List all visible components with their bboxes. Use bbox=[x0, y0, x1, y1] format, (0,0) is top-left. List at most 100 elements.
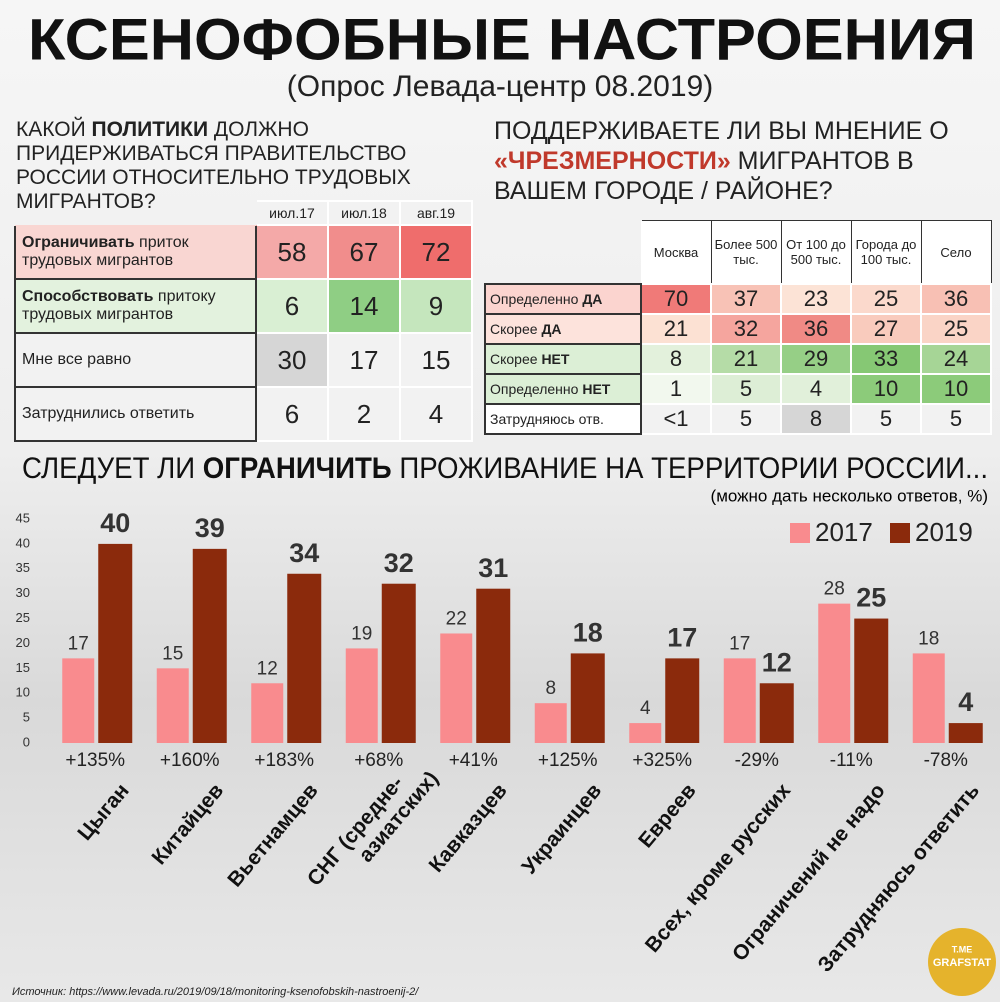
legend-label: 2019 bbox=[915, 517, 973, 547]
table-cell: 5 bbox=[710, 403, 782, 435]
table: Москва Более 500 тыс. От 100 до 500 тыс. Го… bbox=[484, 220, 992, 435]
row-label: Определенно ДА bbox=[484, 283, 642, 315]
change-label: +68% bbox=[354, 750, 403, 771]
table-cell: 37 bbox=[710, 283, 782, 315]
table-cell: 9 bbox=[399, 278, 473, 334]
bar bbox=[440, 633, 473, 743]
value-label-2017: 22 bbox=[446, 609, 467, 630]
x-tick-label: Евреев bbox=[634, 779, 701, 852]
change-label: -29% bbox=[735, 750, 779, 771]
table-row: Способствовать притоку трудовых мигранто… bbox=[14, 278, 473, 334]
x-tick-label-line: Китайцев bbox=[147, 779, 228, 869]
value-label-2019: 34 bbox=[289, 538, 319, 568]
bar bbox=[534, 703, 567, 743]
table-row: Скорее ДА 21 32 36 27 25 bbox=[484, 313, 992, 345]
value-label-2019: 40 bbox=[100, 508, 130, 538]
change-label: -78% bbox=[924, 750, 968, 771]
row-label-text: Скорее bbox=[490, 321, 542, 337]
logo-badge bbox=[928, 928, 996, 996]
source: Источник: https://www.levada.ru/2019/09/… bbox=[12, 986, 419, 998]
bar bbox=[156, 668, 189, 743]
x-tick-label: СНГ (средне-азиатских) bbox=[303, 751, 443, 905]
bar bbox=[381, 583, 416, 743]
value-label-2017: 4 bbox=[640, 698, 651, 719]
column-header: июл.17 bbox=[255, 200, 329, 226]
bar bbox=[251, 683, 284, 743]
change-label: +125% bbox=[538, 750, 598, 771]
column-header: июл.18 bbox=[327, 200, 401, 226]
row-label-text: Определенно bbox=[490, 381, 583, 397]
question-text: КАКОЙ bbox=[16, 118, 92, 141]
y-tick-label: 15 bbox=[16, 660, 30, 675]
bar bbox=[98, 543, 133, 743]
column-header: От 100 до 500 тыс. bbox=[780, 220, 852, 285]
bar bbox=[723, 658, 756, 743]
table-cell: 4 bbox=[780, 373, 852, 405]
row-label-text: Способствовать bbox=[22, 288, 154, 305]
table-row: Мне все равно 30 17 15 bbox=[14, 332, 473, 388]
y-tick-label: 30 bbox=[16, 585, 30, 600]
row-label: Способствовать притоку трудовых мигранто… bbox=[14, 278, 257, 334]
value-label-2019: 12 bbox=[762, 647, 792, 677]
table-row: Определенно НЕТ 1 5 4 10 10 bbox=[484, 373, 992, 405]
y-tick-label: 5 bbox=[23, 710, 30, 725]
row-label: Мне все равно bbox=[14, 332, 257, 388]
table-cell: 30 bbox=[255, 332, 329, 388]
row-label-text: притоку трудовых мигрантов bbox=[22, 288, 216, 323]
table-cell: 5 bbox=[710, 373, 782, 405]
chart-title-part: ОГРАНИЧИТЬ bbox=[203, 452, 392, 485]
column-header: Более 500 тыс. bbox=[710, 220, 782, 285]
y-tick-label: 40 bbox=[16, 535, 30, 550]
table-cell: 1 bbox=[640, 373, 712, 405]
question-2: ПОДДЕРЖИВАЕТЕ ЛИ ВЫ МНЕНИЕ О «ЧРЕЗМЕРНОС… bbox=[494, 116, 994, 206]
row-label: Скорее ДА bbox=[484, 313, 642, 345]
y-tick-label: 25 bbox=[16, 610, 30, 625]
value-label-2017: 12 bbox=[257, 658, 278, 679]
x-tick-label-line: Цыган bbox=[73, 779, 133, 845]
logo-text: GRAFSTAT bbox=[933, 957, 992, 969]
value-label-2019: 18 bbox=[573, 618, 603, 648]
row-label-text: Скорее bbox=[490, 351, 542, 367]
bar bbox=[570, 653, 605, 743]
corner-cell bbox=[15, 201, 256, 225]
y-tick-label: 20 bbox=[16, 635, 30, 650]
table-row: Определенно ДА 70 37 23 25 36 bbox=[484, 283, 992, 315]
bar bbox=[192, 548, 227, 743]
x-tick-label-line: Украинцев bbox=[517, 779, 606, 878]
column-header: Москва bbox=[640, 220, 712, 285]
x-tick-label: Кавказцев bbox=[424, 779, 511, 877]
value-label-2019: 25 bbox=[856, 583, 886, 613]
table-cell: 32 bbox=[710, 313, 782, 345]
row-label-text: Определенно bbox=[490, 291, 583, 307]
change-label: +160% bbox=[160, 750, 220, 771]
table: июл.17 июл.18 авг.19 Ограничивать приток тр… bbox=[14, 200, 473, 442]
bar bbox=[759, 683, 794, 743]
table-cell: 2 bbox=[327, 386, 401, 442]
table-cell: 29 bbox=[780, 343, 852, 375]
change-label: +41% bbox=[449, 750, 498, 771]
table-cell: 5 bbox=[920, 403, 992, 435]
legend-swatch bbox=[890, 523, 910, 543]
bar bbox=[287, 573, 322, 743]
question-text: ПОДДЕРЖИВАЕТЕ ЛИ ВЫ МНЕНИЕ О bbox=[494, 117, 949, 145]
value-label-2017: 15 bbox=[162, 643, 183, 664]
table-cell: 36 bbox=[920, 283, 992, 315]
bar bbox=[948, 723, 983, 743]
value-label-2019: 39 bbox=[195, 513, 225, 543]
row-label-text: ДА bbox=[541, 321, 562, 337]
table-cell: 6 bbox=[255, 278, 329, 334]
table-row: Затрудняюсь отв. <1 5 8 5 5 bbox=[484, 403, 992, 435]
row-label-text: Мне все равно bbox=[22, 351, 132, 368]
row-label-text: Ограничивать bbox=[22, 234, 135, 251]
table-row: Затруднились ответить 6 2 4 bbox=[14, 386, 473, 442]
x-tick-label: Ограничений не надо bbox=[728, 779, 890, 965]
table-cell: 33 bbox=[850, 343, 922, 375]
value-label-2017: 18 bbox=[918, 628, 939, 649]
row-label-text: ДА bbox=[582, 291, 603, 307]
legend-swatch bbox=[790, 523, 810, 543]
value-label-2019: 32 bbox=[384, 548, 414, 578]
value-label-2019: 4 bbox=[958, 687, 973, 717]
table-cell: 8 bbox=[780, 403, 852, 435]
change-label: +325% bbox=[632, 750, 692, 771]
